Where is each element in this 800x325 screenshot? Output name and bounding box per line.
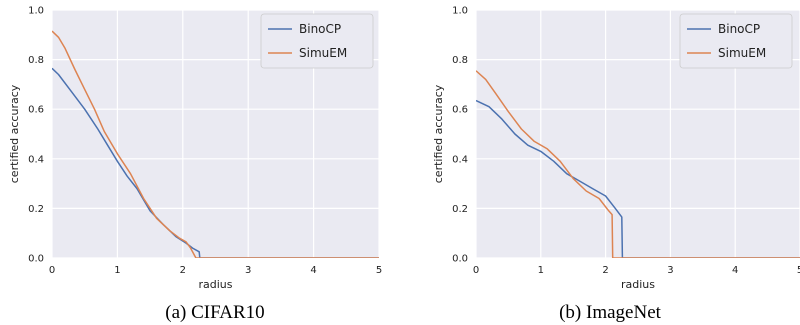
x-tick-label: 4 xyxy=(732,265,738,276)
x-tick-label: 3 xyxy=(667,265,673,276)
x-axis-label: radius xyxy=(621,278,655,291)
grid-lines xyxy=(51,9,380,259)
x-axis-label: radius xyxy=(198,278,232,291)
panel-imagenet: 0.0 0.2 0.4 0.6 0.8 1.0 0 1 2 3 4 5 radius certifi… xyxy=(432,6,800,323)
legend-label-simuem: SimuEM xyxy=(718,46,766,60)
y-axis-label: certified accuracy xyxy=(8,84,21,183)
x-tick-label: 2 xyxy=(602,265,608,276)
series-line-binocp xyxy=(52,67,379,258)
y-tick-label: 0.8 xyxy=(28,55,44,66)
x-tick-labels: 0 1 2 3 4 5 xyxy=(49,265,382,276)
y-tick-label: 0.2 xyxy=(28,204,44,215)
x-tick-label: 3 xyxy=(245,265,251,276)
legend-label-binocp: BinoCP xyxy=(718,22,760,36)
caption-cifar10: (a) CIFAR10 xyxy=(165,302,264,323)
x-tick-label: 0 xyxy=(49,265,55,276)
legend: BinoCP SimuEM xyxy=(260,13,374,69)
x-tick-labels: 0 1 2 3 4 5 xyxy=(473,265,800,276)
y-tick-label: 1.0 xyxy=(28,6,44,17)
series-line-simuem xyxy=(52,30,379,258)
legend-label-simuem: SimuEM xyxy=(299,46,347,60)
y-tick-label: 1.0 xyxy=(452,6,468,17)
caption-imagenet: (b) ImageNet xyxy=(559,302,662,323)
y-tick-label: 0.0 xyxy=(452,254,468,265)
x-tick-label: 0 xyxy=(473,265,479,276)
series-line-binocp xyxy=(476,99,800,258)
legend-label-binocp: BinoCP xyxy=(299,22,341,36)
x-tick-label: 4 xyxy=(310,265,316,276)
panel-cifar10: 0.0 0.2 0.4 0.6 0.8 1.0 0 1 2 3 4 5 radius certifi… xyxy=(8,6,382,324)
y-tick-label: 0.6 xyxy=(452,105,468,116)
x-tick-label: 5 xyxy=(376,265,382,276)
series-lines xyxy=(52,30,379,258)
y-tick-label: 0.6 xyxy=(28,105,44,116)
grid-lines xyxy=(475,9,800,259)
x-tick-label: 1 xyxy=(538,265,544,276)
y-tick-label: 0.8 xyxy=(452,55,468,66)
legend-box xyxy=(260,13,374,69)
y-tick-label: 0.4 xyxy=(28,154,44,165)
x-tick-label: 1 xyxy=(114,265,120,276)
y-tick-label: 0.0 xyxy=(28,254,44,265)
y-axis-label: certified accuracy xyxy=(432,84,445,183)
x-tick-label: 2 xyxy=(180,265,186,276)
series-line-simuem xyxy=(476,70,800,258)
x-tick-label: 5 xyxy=(797,265,800,276)
legend-box xyxy=(679,13,793,69)
y-tick-label: 0.2 xyxy=(452,204,468,215)
y-tick-labels: 0.0 0.2 0.4 0.6 0.8 1.0 xyxy=(452,6,468,265)
legend: BinoCP SimuEM xyxy=(679,13,793,69)
y-tick-label: 0.4 xyxy=(452,154,468,165)
y-tick-labels: 0.0 0.2 0.4 0.6 0.8 1.0 xyxy=(28,6,44,265)
series-lines xyxy=(476,70,800,258)
